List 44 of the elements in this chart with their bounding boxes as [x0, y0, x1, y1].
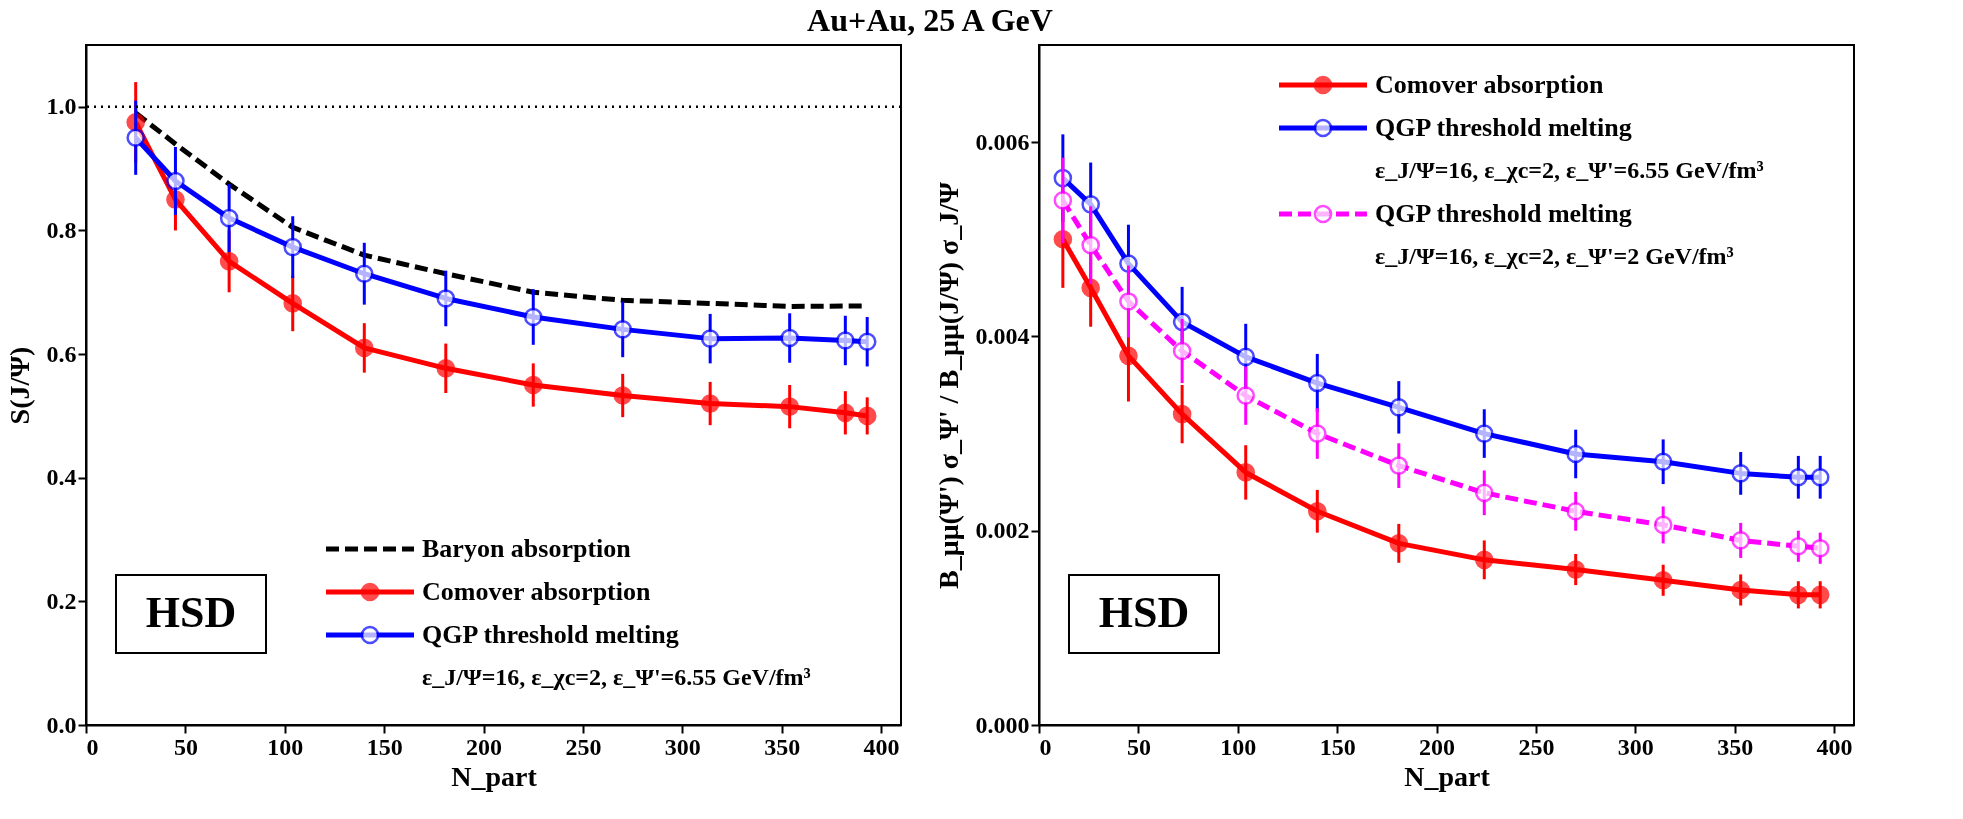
- x-tick-label: 300: [664, 733, 701, 760]
- annotation: ε_J/Ψ=16, ε_χc=2, ε_Ψ'=6.55 GeV/fm³: [422, 664, 811, 690]
- y-tick-label: 0.0: [46, 711, 77, 738]
- annotation: HSD: [1098, 588, 1190, 637]
- x-tick-label: 250: [565, 733, 602, 760]
- chart-title: Au+Au, 25 A GeV: [807, 2, 1053, 38]
- y-axis-title: S(J/Ψ): [3, 346, 35, 425]
- y-tick-label: 0.006: [975, 128, 1030, 155]
- legend-label: Comover absorption: [422, 577, 651, 606]
- x-tick-label: 350: [1717, 733, 1754, 760]
- annotation: ε_J/Ψ=16, ε_χc=2, ε_Ψ'=6.55 GeV/fm³: [1375, 157, 1764, 183]
- x-tick-label: 250: [1518, 733, 1555, 760]
- x-tick-label: 400: [863, 733, 900, 760]
- annotation: HSD: [145, 588, 237, 637]
- legend-label: Comover absorption: [1375, 70, 1604, 99]
- y-axis-title: B_μμ(Ψ') σ_Ψ' / B_μμ(J/Ψ) σ_J/Ψ: [932, 181, 964, 589]
- y-tick-label: 0.4: [46, 464, 77, 491]
- y-tick-label: 0.2: [46, 587, 77, 614]
- x-tick-label: 0: [86, 733, 99, 760]
- x-tick-label: 0: [1039, 733, 1052, 760]
- y-tick-label: 0.6: [46, 340, 77, 367]
- x-axis-title: N_part: [1404, 760, 1491, 792]
- y-tick-label: 0.000: [975, 711, 1030, 738]
- x-tick-label: 150: [1319, 733, 1356, 760]
- x-tick-label: 100: [267, 733, 304, 760]
- legend-label: QGP threshold melting: [422, 620, 679, 649]
- y-tick-label: 0.004: [975, 322, 1030, 349]
- x-tick-label: 400: [1816, 733, 1853, 760]
- y-tick-label: 1.0: [46, 93, 77, 120]
- x-tick-label: 200: [1419, 733, 1456, 760]
- y-tick-label: 0.8: [46, 216, 77, 243]
- legend-label: QGP threshold melting: [1375, 199, 1632, 228]
- y-tick-label: 0.002: [975, 517, 1030, 544]
- x-tick-label: 100: [1220, 733, 1257, 760]
- x-tick-label: 50: [173, 733, 198, 760]
- legend-label: QGP threshold melting: [1375, 113, 1632, 142]
- x-tick-label: 50: [1126, 733, 1151, 760]
- x-tick-label: 300: [1617, 733, 1654, 760]
- x-axis-title: N_part: [451, 760, 538, 792]
- x-tick-label: 350: [764, 733, 801, 760]
- legend-label: Baryon absorption: [422, 534, 632, 563]
- annotation: ε_J/Ψ=16, ε_χc=2, ε_Ψ'=2 GeV/fm³: [1375, 243, 1734, 269]
- x-tick-label: 150: [366, 733, 403, 760]
- x-tick-label: 200: [466, 733, 503, 760]
